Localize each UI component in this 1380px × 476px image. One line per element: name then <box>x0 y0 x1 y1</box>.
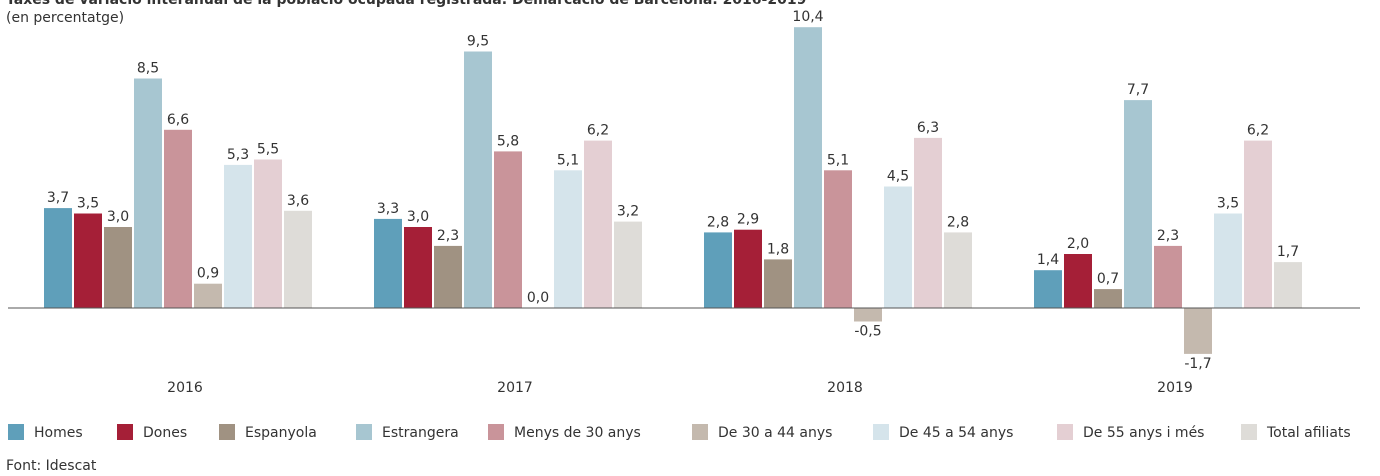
data-label: 8,5 <box>137 61 159 77</box>
legend-label: De 30 a 44 anys <box>718 425 832 441</box>
legend-label: De 55 anys i més <box>1083 425 1204 441</box>
data-label: 10,4 <box>792 9 823 25</box>
bar <box>194 283 222 308</box>
data-label: 3,2 <box>617 204 639 220</box>
data-label: 3,5 <box>1217 196 1239 212</box>
bar <box>944 232 972 308</box>
data-label: 2,3 <box>437 228 459 244</box>
data-label: 5,8 <box>497 133 519 149</box>
data-label: 6,2 <box>587 123 609 139</box>
data-label: 5,1 <box>557 152 579 168</box>
data-label: 5,3 <box>227 147 249 163</box>
legend-swatch <box>488 424 504 440</box>
data-label: 3,7 <box>47 190 69 206</box>
data-label: 3,3 <box>377 201 399 217</box>
data-label: 1,8 <box>767 241 789 257</box>
bar <box>734 229 762 308</box>
bar <box>134 78 162 308</box>
data-label: 6,6 <box>167 112 189 128</box>
bar <box>1214 213 1242 308</box>
bar <box>404 227 432 308</box>
x-tick-label: 2019 <box>1157 380 1193 396</box>
x-tick-label: 2017 <box>497 380 533 396</box>
data-label: 0,0 <box>527 290 549 306</box>
bar <box>1064 254 1092 308</box>
data-label: 3,5 <box>77 196 99 212</box>
legend-swatch <box>8 424 24 440</box>
bar <box>1244 140 1272 308</box>
bar <box>1184 308 1212 354</box>
bar <box>1124 100 1152 308</box>
chart-title: Taxes de variació interanual de la pobla… <box>6 0 806 8</box>
legend-label: Espanyola <box>245 425 317 441</box>
bar <box>434 245 462 308</box>
bar <box>494 151 522 308</box>
bar <box>74 213 102 308</box>
bar <box>824 170 852 308</box>
bar <box>1154 245 1182 308</box>
bar <box>1094 289 1122 308</box>
data-label: -0,5 <box>854 324 881 340</box>
data-label: 2,0 <box>1067 236 1089 252</box>
data-label: 7,7 <box>1127 82 1149 98</box>
legend-label: Menys de 30 anys <box>514 425 641 441</box>
data-label: 5,1 <box>827 152 849 168</box>
bar <box>764 259 792 308</box>
bar <box>1034 270 1062 308</box>
legend-label: De 45 a 54 anys <box>899 425 1013 441</box>
bar <box>464 51 492 308</box>
bar <box>254 159 282 308</box>
bar <box>224 164 252 308</box>
legend-label: Estrangera <box>382 425 459 441</box>
legend-swatch <box>873 424 889 440</box>
data-label: 1,4 <box>1037 252 1059 268</box>
data-label: 6,3 <box>917 120 939 136</box>
bar <box>884 186 912 308</box>
bar <box>284 210 312 308</box>
data-label: 2,9 <box>737 212 759 228</box>
x-tick-label: 2016 <box>167 380 203 396</box>
bar <box>584 140 612 308</box>
legend-label: Dones <box>143 425 187 441</box>
bar <box>854 308 882 322</box>
data-label: 3,0 <box>107 209 129 225</box>
chart-subtitle: (en percentatge) <box>6 10 124 26</box>
bar <box>794 27 822 308</box>
legend-swatch <box>1241 424 1257 440</box>
data-label: 9,5 <box>467 34 489 50</box>
legend-swatch <box>692 424 708 440</box>
data-label: 2,3 <box>1157 228 1179 244</box>
bar <box>914 137 942 308</box>
data-label: 2,8 <box>707 214 729 230</box>
data-label: -1,7 <box>1184 356 1211 372</box>
data-label: 3,0 <box>407 209 429 225</box>
legend-swatch <box>117 424 133 440</box>
bar <box>554 170 582 308</box>
bar <box>374 218 402 308</box>
legend-label: Total afiliats <box>1266 425 1351 441</box>
x-tick-label: 2018 <box>827 380 863 396</box>
bar <box>704 232 732 308</box>
bar <box>44 208 72 308</box>
data-label: 1,7 <box>1277 244 1299 260</box>
data-label: 4,5 <box>887 169 909 185</box>
bar <box>104 227 132 308</box>
source: Font: Idescat <box>6 458 97 474</box>
legend-swatch <box>356 424 372 440</box>
legend-swatch <box>219 424 235 440</box>
data-label: 0,9 <box>197 266 219 282</box>
bar <box>1274 262 1302 308</box>
bar <box>164 129 192 308</box>
data-label: 6,2 <box>1247 123 1269 139</box>
data-label: 0,7 <box>1097 271 1119 287</box>
legend-label: Homes <box>34 425 83 441</box>
data-label: 2,8 <box>947 214 969 230</box>
data-label: 5,5 <box>257 142 279 158</box>
bar <box>614 221 642 308</box>
data-label: 3,6 <box>287 193 309 209</box>
legend-swatch <box>1057 424 1073 440</box>
